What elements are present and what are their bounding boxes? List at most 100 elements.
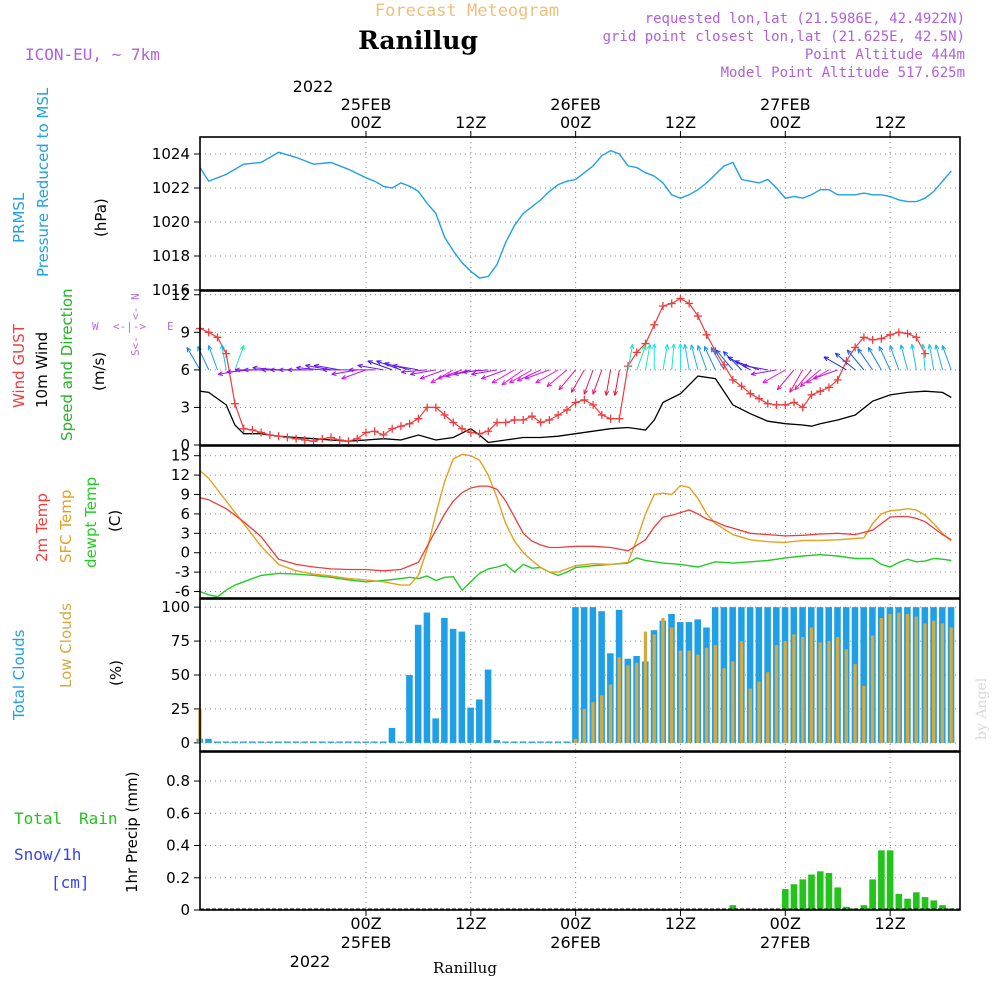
- bottom-hour-label: 00Z: [560, 914, 591, 933]
- wind-barb: [208, 345, 218, 371]
- wind-barb: [186, 347, 201, 371]
- wind-barb: [471, 369, 498, 375]
- top-hour-label: 12Z: [455, 113, 486, 132]
- low-cloud-bar: [669, 627, 674, 743]
- rain-bar: [729, 905, 737, 910]
- wind-barb-head: [671, 343, 677, 349]
- total-cloud-bar: [598, 611, 605, 743]
- temp-tick-label: 6: [180, 505, 190, 523]
- rain-bar: [808, 874, 815, 910]
- wind-barb: [341, 369, 367, 380]
- wind-barb: [501, 369, 524, 386]
- wind-barb-head: [910, 344, 915, 350]
- wind-barb-head: [220, 344, 225, 350]
- wind-barb-head: [501, 380, 507, 386]
- compass-s-arrow: S<-: [129, 336, 142, 356]
- wind-barb-head: [269, 367, 275, 373]
- gust-point: [667, 299, 676, 308]
- total-cloud-bar: [528, 741, 536, 743]
- wind-barb-head: [899, 344, 905, 350]
- total-cloud-bar: [449, 628, 457, 743]
- gust-point: [510, 415, 519, 424]
- cloud-label-low: Low Clouds: [57, 603, 75, 688]
- gust-point: [554, 410, 563, 419]
- total-cloud-bar: [860, 607, 867, 743]
- gust-point: [414, 414, 423, 423]
- total-cloud-bar: [231, 741, 238, 743]
- wind-barb: [636, 345, 647, 371]
- gust-point: [484, 427, 493, 436]
- wind-barb-head: [234, 367, 240, 373]
- gust-point: [580, 395, 589, 404]
- wind-barb: [516, 369, 541, 382]
- wind-barb-head: [287, 367, 293, 373]
- wind-barb-head: [690, 344, 695, 350]
- total-cloud-bar: [266, 741, 273, 743]
- wind-barb-head: [348, 367, 354, 373]
- pressure-label-prmsl: PRMSL: [10, 192, 28, 243]
- wind-barb: [376, 360, 402, 371]
- wind-tick-label: 9: [180, 323, 190, 341]
- top-hour-label: 00Z: [560, 113, 591, 132]
- pressure-label-msl: Pressure Reduced to MSL: [34, 87, 52, 277]
- wind-barb-head: [570, 387, 576, 393]
- rain-bar: [843, 906, 850, 910]
- gust-point: [396, 422, 405, 431]
- wind-barb: [900, 344, 909, 371]
- gust-point: [379, 430, 388, 439]
- pressure-units: (hPa): [92, 198, 110, 237]
- wind-barb: [878, 346, 891, 371]
- total-cloud-bar: [275, 741, 282, 743]
- gust-point: [204, 328, 213, 337]
- rain-bar: [886, 850, 894, 910]
- low-cloud-bar: [626, 665, 630, 743]
- compass-up-arrow: <-: [129, 307, 142, 320]
- total-cloud-bar: [458, 631, 466, 743]
- low-cloud-bar: [748, 688, 752, 743]
- gust-point: [877, 334, 886, 343]
- wind-barb-head: [867, 346, 873, 353]
- wind-barb-head: [920, 343, 926, 349]
- cloud-label-total: Total Clouds: [10, 629, 28, 721]
- total-cloud-bar: [545, 741, 553, 743]
- wind-barb: [742, 364, 768, 371]
- compass-w: W: [92, 320, 99, 333]
- wind-barb-head: [445, 373, 451, 378]
- wind-barb-head: [583, 389, 588, 395]
- wind-barb: [367, 360, 393, 371]
- precip-tick-label: 0.4: [166, 837, 190, 855]
- total-cloud-bar: [310, 741, 317, 743]
- bottom-date-label: 26FEB: [550, 933, 601, 952]
- cloud-units: (%): [107, 660, 125, 686]
- rain-bar: [869, 879, 876, 910]
- total-cloud-bar: [589, 607, 597, 743]
- wind-barb-head: [462, 369, 468, 375]
- gust-point: [501, 418, 510, 427]
- precip-label-snow: Snow/1h: [14, 845, 81, 864]
- top-date-label: 25FEB: [341, 95, 392, 114]
- compass-ew-arrow: <-|->: [113, 320, 146, 333]
- wind-barb-head: [341, 374, 347, 380]
- wind-barb: [684, 344, 690, 370]
- total-cloud-bar: [362, 741, 370, 743]
- bottom-hour-label: 12Z: [665, 914, 696, 933]
- gust-point: [458, 424, 467, 433]
- rain-bar: [895, 893, 903, 910]
- low-cloud-bar: [870, 635, 875, 743]
- low-cloud-bar: [687, 650, 691, 743]
- compass-e: E: [167, 320, 174, 333]
- total-cloud-bar: [755, 607, 763, 743]
- wind-barb-head: [558, 384, 564, 391]
- low-cloud-bar: [835, 637, 840, 743]
- wind-label-speed-dir: Speed and Direction: [58, 288, 76, 441]
- footer-title: Ranillug: [433, 959, 497, 977]
- wind-barb-head: [651, 343, 657, 349]
- wind-barb-head: [437, 374, 443, 380]
- gust-point: [685, 299, 694, 308]
- pressure-tick-label: 1024: [152, 145, 190, 163]
- total-cloud-bar: [283, 741, 291, 743]
- gust-point: [571, 398, 580, 407]
- wind-barb-head: [776, 384, 782, 391]
- wind-label-10m: 10m Wind: [33, 332, 51, 408]
- wind-barb-head: [376, 360, 382, 365]
